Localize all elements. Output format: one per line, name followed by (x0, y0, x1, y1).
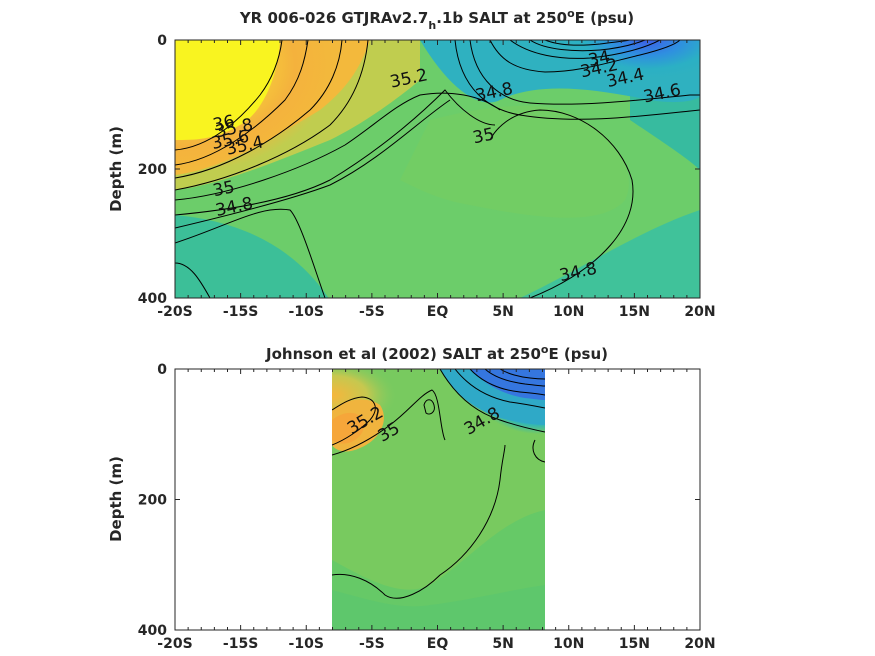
bottom-y-axis-label: Depth (m) (107, 456, 125, 542)
x-tick-label: EQ (427, 636, 449, 652)
x-tick-label: 15N (619, 304, 650, 320)
panel-top: YR 006-026 GTJRAv2.7h.1b SALT at 250oE (… (107, 7, 716, 320)
x-tick-label: EQ (427, 304, 449, 320)
y-tick-label: 400 (138, 623, 167, 639)
contour-label: 34 (587, 47, 612, 71)
bottom-x-ticks: -20S -15S -10S -5S EQ 5N 10N 15N 20N (157, 369, 716, 652)
x-tick-label: -5S (359, 636, 385, 652)
x-tick-label: -10S (289, 636, 324, 652)
x-tick-label: -20S (157, 636, 192, 652)
contour-label: 35 (211, 177, 236, 201)
top-y-ticks: 0 200 400 (138, 33, 700, 307)
contour-label: 36 (211, 111, 236, 135)
y-tick-label: 400 (138, 291, 167, 307)
x-tick-label: 5N (492, 304, 513, 320)
x-tick-label: -10S (289, 304, 324, 320)
panel-bottom: Johnson et al (2002) SALT at 250oE (psu) (107, 343, 716, 652)
y-tick-label: 0 (157, 33, 167, 49)
top-y-axis-label: Depth (m) (107, 126, 125, 212)
y-tick-label: 200 (138, 493, 167, 509)
y-tick-label: 0 (157, 362, 167, 378)
x-tick-label: 5N (492, 636, 513, 652)
bottom-y-ticks: 0 200 400 (138, 362, 700, 639)
x-tick-label: -15S (223, 636, 258, 652)
x-tick-label: -20S (157, 304, 192, 320)
x-tick-label: 10N (553, 304, 584, 320)
x-tick-label: 15N (619, 636, 650, 652)
x-tick-label: 20N (684, 304, 715, 320)
top-heatmap (175, 40, 700, 298)
top-x-ticks: -20S -15S -10S -5S EQ 5N 10N 15N 20N (157, 40, 716, 320)
x-tick-label: 10N (553, 636, 584, 652)
top-chart-title: YR 006-026 GTJRAv2.7h.1b SALT at 250oE (… (239, 7, 634, 32)
x-tick-label: -15S (223, 304, 258, 320)
contour-label: 35 (471, 124, 496, 148)
x-tick-label: -5S (359, 304, 385, 320)
bottom-heatmap (332, 369, 545, 630)
bottom-chart-title: Johnson et al (2002) SALT at 250oE (psu) (265, 343, 608, 363)
x-tick-label: 20N (684, 636, 715, 652)
y-tick-label: 200 (138, 162, 167, 178)
